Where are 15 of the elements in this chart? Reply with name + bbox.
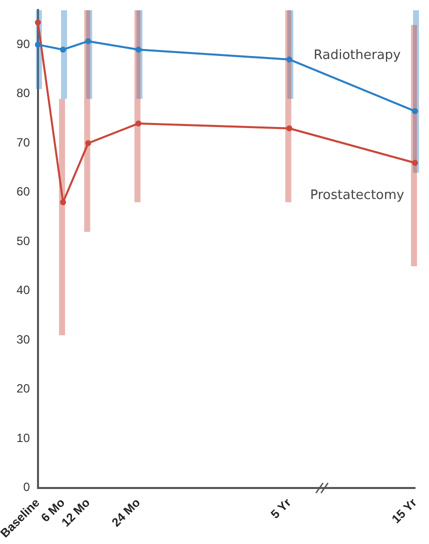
y-tick-label: 40 <box>16 283 30 298</box>
y-tick-label: 70 <box>16 135 30 150</box>
x-tick-label: 24 Mo <box>108 496 143 530</box>
y-tick-label: 50 <box>16 234 30 248</box>
y-tick-label: 60 <box>16 184 30 199</box>
y-tick-label: 20 <box>16 382 30 396</box>
y-tick-label: 30 <box>16 332 30 346</box>
y-tick-label: 80 <box>16 86 30 100</box>
series-label: Radiotherapy <box>314 48 402 64</box>
x-tick-label: 15 Yr <box>388 495 420 526</box>
series-label: Prostatectomy <box>310 188 405 203</box>
x-tick-label: 5 Yr <box>268 495 294 522</box>
y-tick-label: 0 <box>23 480 30 494</box>
y-tick-label: 90 <box>16 36 30 51</box>
y-tick-label: 10 <box>16 430 30 445</box>
